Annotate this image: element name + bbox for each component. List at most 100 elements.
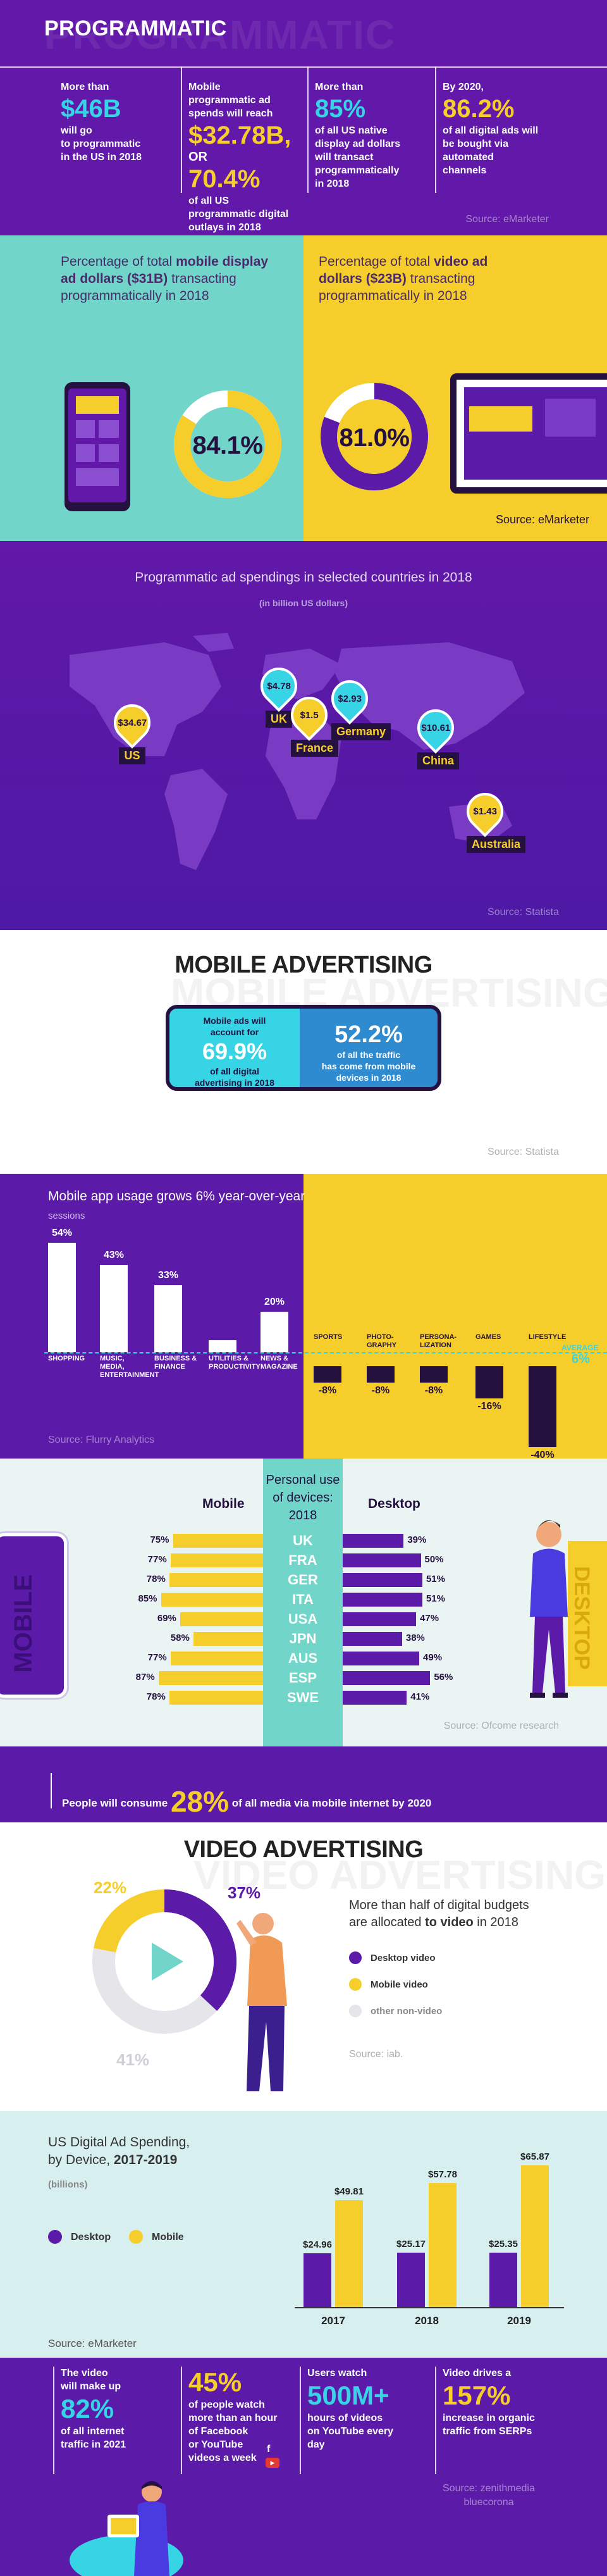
video-donut-chart (321, 383, 428, 490)
map-pin-uk: $4.78 UK (252, 659, 305, 728)
legend-other: other non-video (349, 2005, 442, 2017)
chart-subheading: (billions) (48, 2179, 88, 2190)
legend-desktop-video: Desktop video (349, 1951, 436, 1964)
desktop-value: 39% (407, 1534, 427, 1545)
bar-category-label: SPORTS (314, 1333, 343, 1341)
desktop-video-percent: 37% (228, 1883, 261, 1902)
pie-slice (164, 1889, 236, 2012)
bar-category-label: NEWS & MAGAZINE (261, 1355, 298, 1371)
desktop-bar (343, 1632, 402, 1646)
programmatic-section: PROGRAMMATIC PROGRAMMATIC More than $46B… (0, 0, 607, 235)
legend-label: other non-video (371, 2006, 443, 2017)
pin-country: UK (266, 711, 292, 728)
text: of all media via mobile internet by 2020 (229, 1797, 432, 1809)
pin-marker: $2.93 (323, 672, 376, 725)
stat-pre: Users watch (307, 2368, 367, 2379)
banner-percent: 28% (170, 1785, 230, 1818)
stat-pre: The video will make up (61, 2368, 121, 2392)
legend-label: Mobile (152, 2232, 184, 2243)
stat-or: OR (188, 150, 207, 164)
country-label: UK (293, 1533, 313, 1548)
stat-post: of people watch more than an hour of Fac… (188, 2399, 278, 2463)
map-pin-australia: $1.43 Australia (458, 785, 526, 853)
year-label: 2019 (507, 2315, 531, 2327)
bar (304, 2253, 331, 2307)
map-subheading: (in billion US dollars) (259, 598, 348, 608)
desktop-value: 51% (426, 1574, 445, 1584)
stat-post: hours of videos on YouTube every day (307, 2413, 394, 2450)
video-advertising-section: VIDEO ADVERTISING VIDEO ADVERTISING 22% … (0, 1822, 607, 2111)
mobile-advertising-section: MOBILE ADVERTISING MOBILE ADVERTISING Mo… (0, 930, 607, 1174)
source-note: Source: Ofcome research (443, 1720, 559, 1731)
mobile-bar (173, 1534, 263, 1548)
bar-category-label: UTILITIES & PRODUCTIVITY (209, 1355, 261, 1371)
bar (420, 1366, 448, 1383)
stat-value: 157% (443, 2380, 511, 2410)
mobile-value: 77% (147, 1554, 167, 1565)
legend-dot (48, 2230, 62, 2244)
bar (154, 1285, 182, 1352)
country-label: SWE (286, 1689, 319, 1705)
text: More than half of digital budgets are al… (349, 1898, 529, 1929)
country-row: 69% 47% USA (0, 1610, 607, 1628)
country-row: 75% 39% UK (0, 1532, 607, 1550)
text-bold: 2017-2019 (113, 2153, 178, 2167)
app-usage-left (0, 1174, 304, 1459)
phone-stat-card: Mobile ads will account for 69.9% of all… (166, 1005, 441, 1091)
stat-value: 500M+ (307, 2380, 389, 2410)
bar-category-label: PHOTO-GRAPHY (367, 1333, 397, 1349)
year-label: 2017 (321, 2315, 345, 2327)
chart-heading: US Digital Ad Spending, by Device, 2017-… (48, 2134, 190, 2169)
stat-pre: More than (61, 82, 109, 92)
desktop-bar (343, 1573, 422, 1587)
stat-post: of all US native display ad dollars will… (315, 125, 401, 189)
country-row: 87% 56% ESP (0, 1669, 607, 1687)
legend-label: Desktop (71, 2232, 111, 2243)
country-label: ITA (292, 1591, 314, 1607)
pin-value: $10.61 (421, 722, 450, 733)
bar-value-label: 33% (157, 1270, 179, 1281)
bar-value-label: $49.81 (334, 2186, 364, 2197)
text-bold: mobile display ad dollars ($31B) (61, 254, 268, 286)
divider (307, 66, 309, 193)
ad-spending-section: US Digital Ad Spending, by Device, 2017-… (0, 2111, 607, 2358)
pin-country: Germany (331, 723, 391, 740)
app-usage-right (304, 1174, 607, 1459)
stat-pre: Mobile ads will account for (203, 1016, 266, 1037)
bar (521, 2165, 549, 2307)
stat-column: 45% of people watch more than an hour of… (181, 2367, 309, 2474)
mobile-value: 85% (138, 1593, 157, 1604)
desktop-bar (343, 1534, 404, 1548)
stat-value: 85% (315, 95, 366, 123)
stat-left: Mobile ads will account for 69.9% of all… (169, 1009, 300, 1087)
person-illustration (236, 1913, 287, 2091)
bar (100, 1265, 128, 1352)
bar-value-label: 20% (264, 1297, 285, 1307)
mobile-panel: Percentage of total mobile display ad do… (0, 235, 304, 541)
mobile-bar (193, 1632, 263, 1646)
desktop-bar (343, 1652, 420, 1665)
bar (367, 1366, 395, 1383)
bar-value-label: $65.87 (520, 2151, 549, 2163)
bar-value-label: -8% (424, 1384, 443, 1396)
video-description: Percentage of total video ad dollars ($2… (319, 253, 527, 304)
stat-value: 69.9% (202, 1038, 267, 1064)
desktop-bar (343, 1691, 407, 1705)
bar (335, 2200, 363, 2307)
video-budget-donut (92, 1889, 236, 2034)
divider (51, 1773, 52, 1808)
pin-country: France (291, 740, 339, 757)
stat-right: 52.2% of all the traffic has come from m… (300, 1009, 438, 1087)
pin-value: $4.78 (267, 680, 291, 692)
source-note: Source: eMarketer (489, 511, 596, 529)
text: transacting programmatically in 2018 (319, 271, 475, 303)
text: in 2018 (473, 1915, 518, 1929)
bar-value-label: -16% (477, 1401, 501, 1412)
stat-column: More than 85% of all US native display a… (307, 66, 426, 193)
stat-post: of all digital advertising in 2018 (194, 1066, 275, 1088)
country-row: 77% 50% FRA (0, 1552, 607, 1569)
desktop-bar (343, 1553, 421, 1567)
text-bold: to video (425, 1915, 474, 1929)
legend-dot (349, 2005, 362, 2017)
stat-column: Mobile programmatic ad spends will reach… (181, 66, 305, 234)
